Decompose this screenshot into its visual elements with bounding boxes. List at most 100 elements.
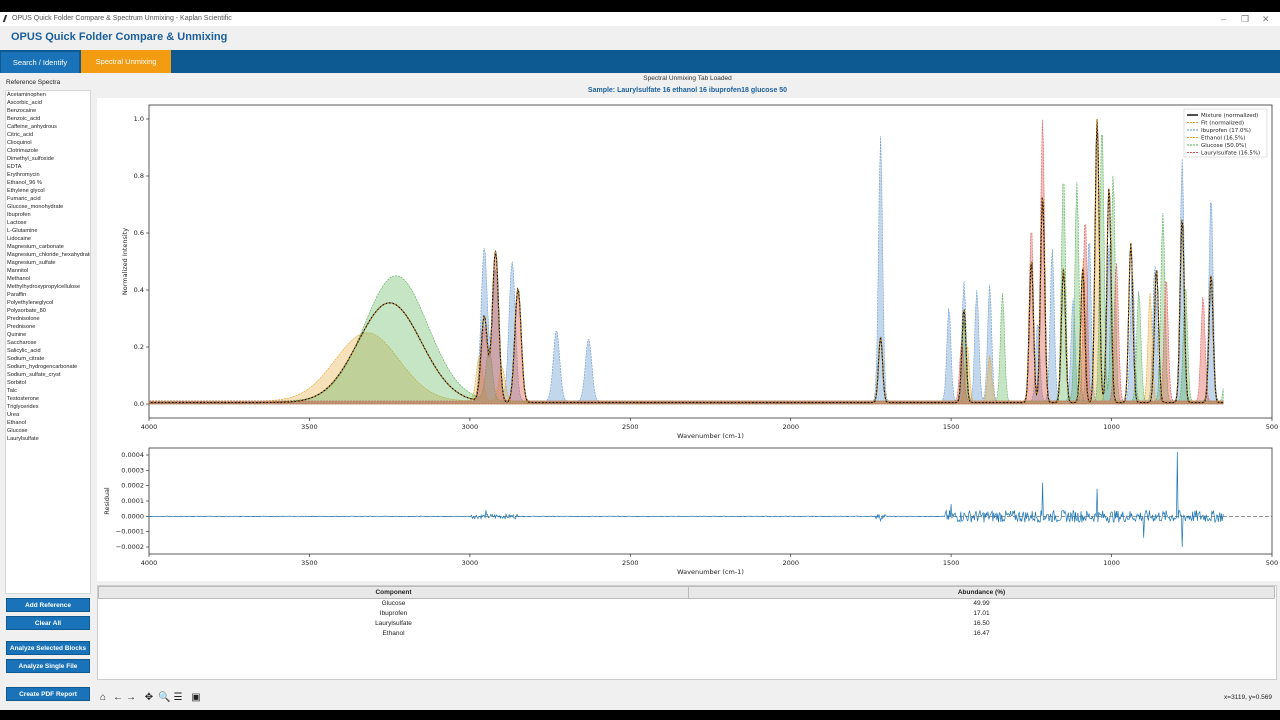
sample-title: Sample: Laurylsulfate 16 ethanol 16 ibup…	[587, 87, 788, 94]
y-tick-label: 0.4	[134, 286, 144, 294]
close-button[interactable]: ✕	[1262, 14, 1270, 24]
reference-list-item[interactable]: Prednisolone	[7, 316, 40, 322]
legend-label: Ibuprofen (17.0%)	[1201, 128, 1251, 134]
tab-bar: Search / Identify Spectral Unmixing	[0, 50, 1280, 73]
reference-list-item[interactable]: Urea	[7, 412, 20, 418]
abundance-cell: 49.99	[973, 600, 990, 608]
reference-list-item[interactable]: Sodium_sulfate_cryst	[7, 372, 61, 378]
reference-list-item[interactable]: Sodium_citrate	[7, 356, 45, 362]
clear-all-button[interactable]: Clear All	[6, 616, 90, 630]
reference-list-item[interactable]: Acetaminophen	[7, 92, 46, 98]
abundance-cell: 17.01	[973, 610, 990, 617]
reference-list-item[interactable]: Testosterone	[7, 396, 40, 402]
reference-list-item[interactable]: Lactose	[7, 220, 27, 226]
reference-list-item[interactable]: Magnesium_sulfate	[7, 260, 56, 266]
reference-list-item[interactable]: Quinine	[7, 332, 27, 338]
reference-list-item[interactable]: Saccharose	[7, 340, 37, 346]
reference-list-item[interactable]: L-Glutamine	[7, 228, 38, 234]
create-pdf-report-button[interactable]: Create PDF Report	[6, 687, 90, 701]
minimize-button[interactable]: –	[1221, 14, 1227, 24]
x-tick-label: 4000	[141, 559, 158, 567]
reference-list-item[interactable]: Paraffin	[7, 292, 27, 298]
reference-list-item[interactable]: Sodium_hydrogencarbonate	[7, 364, 78, 370]
table-row[interactable]: Ibuprofen 17.01	[99, 609, 1275, 619]
add-reference-button[interactable]: Add Reference	[6, 598, 90, 612]
x-tick-label: 4000	[141, 423, 158, 431]
table-row[interactable]: Laurylsulfate 16.50	[99, 619, 1275, 629]
y-tick-label: 0.0004	[121, 451, 144, 459]
reference-list-item[interactable]: Ethylene glycol	[7, 188, 45, 194]
reference-list-item[interactable]: Glucose_monohydrate	[7, 204, 64, 210]
header-abundance[interactable]: Abundance (%)	[688, 586, 1275, 599]
x-tick-label: 500	[1266, 423, 1278, 431]
y-tick-label: 0.0002	[121, 482, 144, 490]
save-icon[interactable]: ▣	[191, 692, 201, 703]
series-area-glucose	[148, 135, 1224, 405]
maximize-button[interactable]: ❐	[1241, 14, 1250, 24]
reference-list-item[interactable]: Fumaric_acid	[7, 196, 41, 202]
component-cell: Ibuprofen	[379, 610, 408, 617]
reference-list[interactable]: Acetaminophen Ascorbic_acid Benzocaine Benz…	[5, 90, 91, 594]
reference-list-item[interactable]: Salicylic_acid	[7, 348, 41, 354]
reference-list-item[interactable]: Erythromycin	[7, 172, 40, 178]
header-component[interactable]: Component	[98, 586, 689, 599]
x-tick-label: 3000	[462, 559, 479, 567]
reference-spectra-label: Reference Spectra	[6, 79, 61, 86]
reference-list-item[interactable]: Magnesium_chloride_hexahydrate	[7, 252, 91, 258]
component-cell: Ethanol	[382, 630, 405, 637]
x-tick-label: 2000	[782, 423, 799, 431]
reference-list-item[interactable]: Dimethyl_sulfoxide	[7, 156, 54, 162]
plot-toolbar: ⌂ ← → ✥ 🔍 ☰ ▣	[95, 690, 395, 706]
reference-list-item[interactable]: Laurylsulfate	[7, 436, 39, 442]
spectrum-axes-frame	[148, 104, 1273, 419]
tab-spectral-unmixing[interactable]: Spectral Unmixing	[81, 50, 171, 73]
reference-list-item[interactable]: Mannitol	[7, 268, 29, 274]
x-tick-label: 1000	[1103, 559, 1120, 567]
reference-list-item[interactable]: Benzoic_acid	[7, 116, 41, 122]
analyze-single-file-button[interactable]: Analyze Single File	[6, 659, 90, 673]
plot-area[interactable]: 4000 3500 3000 2500 2000 1500 1000 500 0.0 0.2 0.4…	[97, 98, 1280, 581]
reference-list-item[interactable]: Methylhydroxypropylcellulose	[7, 284, 81, 290]
legend-box	[1183, 108, 1268, 158]
reference-list-item[interactable]: Caffeine_anhydrous	[7, 124, 57, 130]
status-text: Spectral Unmixing Tab Loaded	[643, 75, 732, 82]
reference-list-item[interactable]: Polysorbate_80	[7, 308, 46, 314]
reference-list-item[interactable]: Ethanol	[7, 420, 26, 426]
window-titlebar: OPUS Quick Folder Compare & Spectrum Unm…	[0, 12, 1280, 26]
reference-list-item[interactable]: Lidocaine	[7, 236, 31, 242]
reference-list-item[interactable]: Clioquinol	[7, 140, 32, 146]
y-axis-label: Residual	[103, 487, 111, 515]
y-tick-label: −0.0002	[116, 543, 144, 551]
y-tick-label: 0.6	[134, 229, 144, 237]
reference-list-item[interactable]: Citric_acid	[7, 132, 34, 138]
table-row[interactable]: Ethanol 16.47	[99, 629, 1275, 639]
plots-svg[interactable]: 4000 3500 3000 2500 2000 1500 1000 500 0.0 0.2 0.4…	[97, 98, 1280, 581]
analyze-selected-blocks-button[interactable]: Analyze Selected Blocks	[6, 641, 90, 655]
reference-list-item[interactable]: Ascorbic_acid	[7, 100, 42, 106]
pan-icon[interactable]: ✥	[144, 692, 154, 703]
reference-list-item[interactable]: Talc	[7, 388, 17, 394]
zoom-icon[interactable]: 🔍	[158, 692, 171, 703]
reference-list-item[interactable]: Magnesium_carbonate	[7, 244, 64, 250]
reference-list-item[interactable]: Triglycerides	[7, 404, 39, 410]
home-icon[interactable]: ⌂	[99, 692, 107, 703]
reference-list-item[interactable]: Ibuprofen	[7, 212, 31, 218]
reference-list-item[interactable]: Ethanol_96 %	[7, 180, 42, 186]
reference-list-item[interactable]: Methanol	[7, 276, 31, 282]
configure-icon[interactable]: ☰	[173, 692, 183, 703]
reference-list-item[interactable]: Prednisone	[7, 324, 36, 330]
reference-list-item[interactable]: EDTA	[7, 164, 22, 170]
main-panel: Spectral Unmixing Tab Loaded Sample: Lau…	[95, 73, 1280, 710]
table-row[interactable]: Glucose 49.99	[99, 599, 1275, 609]
reference-list-item[interactable]: Clotrimazole	[7, 148, 39, 154]
abundance-cell: 16.47	[973, 630, 990, 637]
reference-list-item[interactable]: Polyethyleneglycol	[7, 300, 54, 306]
back-icon[interactable]: ←	[113, 692, 123, 703]
reference-list-item[interactable]: Benzocaine	[7, 108, 37, 114]
reference-list-item[interactable]: Glucose	[7, 428, 28, 434]
reference-list-item[interactable]: Sorbitol	[7, 380, 26, 386]
component-cell: Glucose	[381, 600, 406, 608]
legend-label: Ethanol (16.5%)	[1201, 136, 1245, 142]
forward-icon[interactable]: →	[126, 692, 136, 703]
tab-search-identify[interactable]: Search / Identify	[1, 52, 79, 73]
